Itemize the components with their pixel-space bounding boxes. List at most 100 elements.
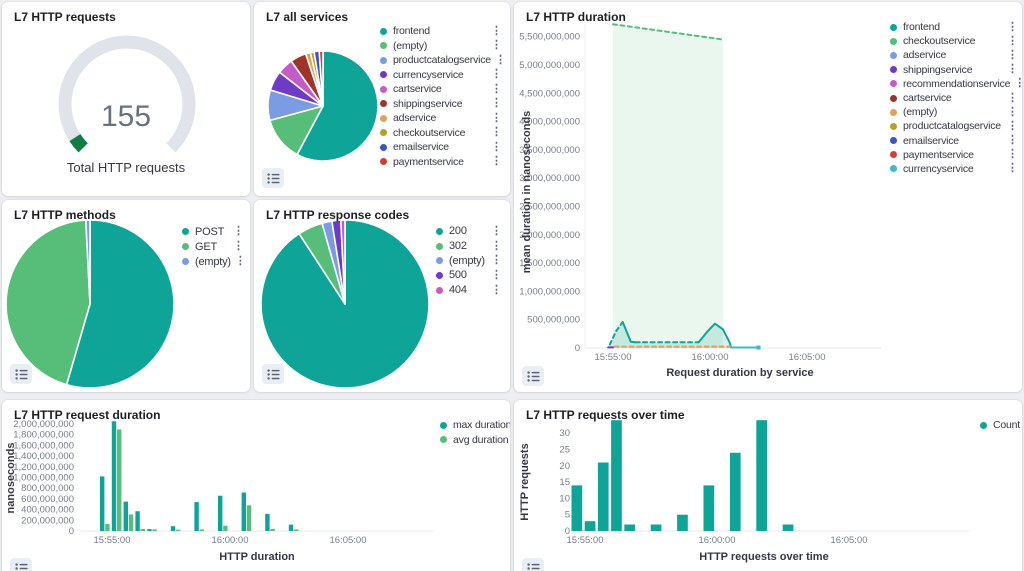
legend-item-actions-button[interactable]: ⋮ xyxy=(1007,91,1018,104)
legend-item[interactable]: checkoutservice ⋮ xyxy=(380,126,502,141)
legend-item-actions-button[interactable]: ⋮ xyxy=(1007,34,1018,47)
legend-item-actions-button[interactable]: ⋮ xyxy=(1007,162,1018,175)
legend-item-label[interactable]: cartservice xyxy=(903,92,952,105)
legend-item[interactable]: shippingservice ⋮ xyxy=(380,97,502,112)
legend-item-actions-button[interactable]: ⋮ xyxy=(1007,63,1018,76)
legend-item-label[interactable]: currencyservice xyxy=(903,162,974,175)
legend-toggle-button[interactable] xyxy=(522,366,544,386)
legend-item[interactable]: frontend ⋮ xyxy=(380,24,502,39)
pie-slice[interactable] xyxy=(296,50,379,162)
pie-slice[interactable] xyxy=(5,219,91,386)
legend-item-actions-button[interactable]: ⋮ xyxy=(1014,77,1022,90)
legend-item-label[interactable]: shippingservice xyxy=(393,97,463,110)
legend-item-label[interactable]: POST xyxy=(195,225,225,238)
legend-item-label[interactable]: 404 xyxy=(449,284,467,297)
legend-item-actions-button[interactable]: ⋮ xyxy=(491,82,502,95)
legend-item-label[interactable]: recommendationservice xyxy=(903,77,1011,90)
legend-item[interactable]: adservice ⋮ xyxy=(890,48,1018,62)
legend-item-actions-button[interactable]: ⋮ xyxy=(491,224,502,237)
legend-item-actions-button[interactable]: ⋮ xyxy=(491,155,502,168)
legend-item[interactable]: 404 ⋮ xyxy=(436,283,502,298)
legend-item[interactable]: Count xyxy=(980,418,1020,433)
legend-item-label[interactable]: frontend xyxy=(903,21,940,34)
legend-item-actions-button[interactable]: ⋮ xyxy=(233,240,244,253)
legend-item-actions-button[interactable]: ⋮ xyxy=(491,39,502,52)
legend-item-actions-button[interactable]: ⋮ xyxy=(491,24,502,37)
legend-item-actions-button[interactable]: ⋮ xyxy=(491,283,502,296)
legend-item-actions-button[interactable]: ⋮ xyxy=(491,97,502,110)
legend-item[interactable]: POST ⋮ xyxy=(182,224,244,239)
legend-item-actions-button[interactable]: ⋮ xyxy=(491,111,502,124)
legend-item-label[interactable]: shippingservice xyxy=(903,63,973,76)
pie-slice[interactable] xyxy=(65,219,175,389)
legend-item-label[interactable]: cartservice xyxy=(393,83,442,96)
legend-item-actions-button[interactable]: ⋮ xyxy=(491,268,502,281)
legend-item-label[interactable]: (empty) xyxy=(393,39,428,52)
legend-item-label[interactable]: paymentservice xyxy=(903,148,974,161)
legend-item[interactable]: shippingservice ⋮ xyxy=(890,63,1018,77)
pie-slice[interactable] xyxy=(339,219,346,305)
legend-toggle-button[interactable] xyxy=(262,364,284,384)
legend-toggle-button[interactable] xyxy=(522,558,544,571)
legend-toggle-button[interactable] xyxy=(10,558,32,571)
pie-slice[interactable] xyxy=(84,219,91,305)
legend-item-label[interactable]: emailservice xyxy=(393,141,449,154)
legend-item-label[interactable]: (empty) xyxy=(449,254,485,267)
legend-item[interactable]: 200 ⋮ xyxy=(436,224,502,239)
legend-item-actions-button[interactable]: ⋮ xyxy=(1007,105,1018,118)
legend-item[interactable]: paymentservice ⋮ xyxy=(380,155,502,170)
legend-item-label[interactable]: paymentservice xyxy=(393,155,464,168)
legend-item-actions-button[interactable]: ⋮ xyxy=(1007,119,1018,132)
legend-item[interactable]: emailservice ⋮ xyxy=(890,134,1018,148)
legend-item[interactable]: frontend ⋮ xyxy=(890,20,1018,34)
legend-toggle-button[interactable] xyxy=(10,364,32,384)
legend-item-label[interactable]: max duration xyxy=(453,419,510,432)
legend-item[interactable]: paymentservice ⋮ xyxy=(890,148,1018,162)
legend-item[interactable]: 302 ⋮ xyxy=(436,239,502,254)
legend-item-actions-button[interactable]: ⋮ xyxy=(491,239,502,252)
legend-toggle-button[interactable] xyxy=(262,168,284,188)
legend-item[interactable]: GET ⋮ xyxy=(182,239,244,254)
legend-item[interactable]: recommendationservice ⋮ xyxy=(890,77,1022,91)
legend-item[interactable]: currencyservice ⋮ xyxy=(890,162,1018,176)
legend-item-label[interactable]: GET xyxy=(195,240,218,253)
legend-item-actions-button[interactable]: ⋮ xyxy=(491,254,502,267)
legend-item[interactable]: productcatalogservice ⋮ xyxy=(380,53,506,68)
legend-item[interactable]: (empty) ⋮ xyxy=(182,254,246,269)
legend-item-actions-button[interactable]: ⋮ xyxy=(233,225,244,238)
legend-item[interactable]: 500 ⋮ xyxy=(436,268,502,283)
legend-item-label[interactable]: Count xyxy=(993,419,1021,432)
legend-item[interactable]: productcatalogservice ⋮ xyxy=(890,119,1018,133)
legend-item-actions-button[interactable]: ⋮ xyxy=(491,140,502,153)
legend-item[interactable]: max duration xyxy=(440,418,510,433)
legend-item[interactable]: (empty) ⋮ xyxy=(890,105,1018,119)
legend-item-actions-button[interactable]: ⋮ xyxy=(1007,48,1018,61)
legend-item-label[interactable]: (empty) xyxy=(903,106,938,119)
legend-item-label[interactable]: adservice xyxy=(903,49,947,62)
pie-slice[interactable] xyxy=(318,50,324,107)
legend-item-actions-button[interactable]: ⋮ xyxy=(1007,134,1018,147)
legend-item-label[interactable]: checkoutservice xyxy=(393,126,466,139)
legend-item-label[interactable]: adservice xyxy=(393,112,437,125)
legend-item-label[interactable]: (empty) xyxy=(195,255,231,268)
legend-item-label[interactable]: checkoutservice xyxy=(903,35,976,48)
legend-item[interactable]: cartservice ⋮ xyxy=(380,82,502,97)
legend-item-actions-button[interactable]: ⋮ xyxy=(494,53,506,66)
legend-item-label[interactable]: frontend xyxy=(393,25,430,38)
legend-item[interactable]: (empty) ⋮ xyxy=(436,253,502,268)
legend-item-label[interactable]: productcatalogservice xyxy=(903,120,1001,133)
legend-item[interactable]: (empty) ⋮ xyxy=(380,39,502,54)
legend-item-label[interactable]: 302 xyxy=(449,240,467,253)
legend-item-actions-button[interactable]: ⋮ xyxy=(234,255,246,268)
legend-item[interactable]: checkoutservice ⋮ xyxy=(890,34,1018,48)
legend-item-label[interactable]: avg duration xyxy=(453,433,509,446)
legend-item-actions-button[interactable]: ⋮ xyxy=(491,126,502,139)
legend-item-label[interactable]: emailservice xyxy=(903,134,959,147)
legend-item-label[interactable]: 200 xyxy=(449,225,467,238)
legend-item-actions-button[interactable]: ⋮ xyxy=(1007,148,1018,161)
legend-item[interactable]: avg duration xyxy=(440,433,509,448)
legend-item-actions-button[interactable]: ⋮ xyxy=(491,68,502,81)
legend-item-label[interactable]: 500 xyxy=(449,269,467,282)
legend-item[interactable]: cartservice ⋮ xyxy=(890,91,1018,105)
legend-item-label[interactable]: productcatalogservice xyxy=(393,54,491,67)
